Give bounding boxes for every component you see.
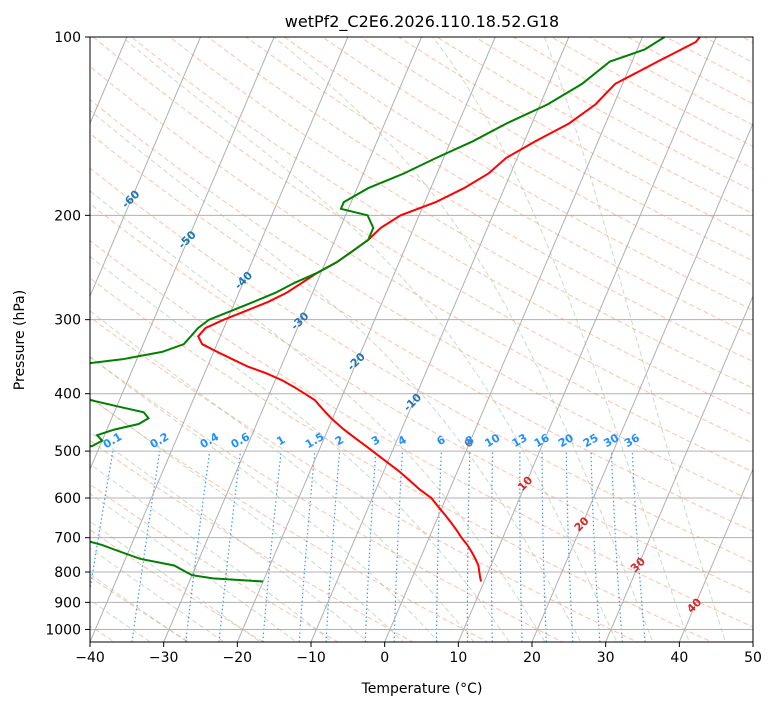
y-tick-label: 700: [54, 531, 81, 547]
moist-adiabat-line: [90, 573, 189, 642]
moist-adiabat-line: [90, 190, 546, 642]
isotherm-line: [90, 37, 201, 298]
x-tick-label: 20: [523, 650, 541, 666]
dry-adiabat-line: [90, 132, 753, 532]
y-tick-label: 200: [54, 208, 81, 224]
chart-title: wetPf2_C2E6.2026.110.18.52.G18: [285, 12, 559, 32]
moist-adiabat-line: [90, 492, 298, 642]
y-tick-label: 1000: [45, 622, 81, 638]
isotherm-line: [90, 37, 275, 471]
y-tick-label: 500: [54, 444, 81, 460]
x-axis-title: Temperature (°C): [361, 681, 483, 697]
x-tick-label: 50: [744, 650, 762, 666]
dry-adiabat-line: [90, 239, 753, 628]
isotherm-line: [531, 122, 753, 642]
y-tick-label: 100: [54, 30, 81, 46]
moist-adiabat-line: [273, 37, 654, 642]
moist-adiabat-line: [121, 37, 618, 642]
y-tick-label: 900: [54, 595, 81, 611]
dry-adiabat-line: [90, 529, 265, 642]
dry-adiabat-line: [131, 37, 753, 416]
dry-adiabat-line: [90, 65, 753, 473]
moist-adiabat-line: [90, 463, 333, 642]
y-tick-label: 300: [54, 313, 81, 329]
x-tick-label: −10: [296, 650, 326, 666]
x-axis: −40 −30 −20 −10 0 10 20 30 40 50: [75, 642, 762, 666]
moist-adiabat-line: [432, 37, 690, 642]
dry-adiabat-line: [92, 37, 753, 444]
x-tick-label: 0: [380, 650, 389, 666]
plot-frame: [89, 36, 754, 643]
x-tick-label: 10: [449, 650, 467, 666]
y-axis: 100 200 300 400 500 600 700 800 900 1000: [45, 30, 90, 638]
isotherm-line: [236, 37, 496, 642]
moist-adiabat-line: [90, 520, 262, 642]
isotherm-line: [163, 37, 422, 642]
moist-adiabat-line: [544, 37, 727, 642]
plot-area: [90, 37, 753, 642]
y-tick-label: 600: [54, 491, 81, 507]
isotherm-line: [310, 37, 570, 642]
isotherm-line: [384, 37, 643, 642]
x-tick-label: 40: [670, 650, 688, 666]
isotherm-line: [605, 295, 753, 642]
isotherm-line: [90, 37, 349, 642]
moist-adiabat-line: [90, 431, 369, 642]
x-tick-label: −20: [223, 650, 253, 666]
x-tick-label: −30: [149, 650, 179, 666]
temperature-profile-line: [197, 37, 701, 582]
x-tick-label: −40: [75, 650, 105, 666]
moist-adiabat-line: [90, 599, 152, 642]
moist-adiabat-line: [90, 255, 510, 642]
y-axis-title: Pressure (hPa): [12, 290, 28, 390]
x-tick-label: 30: [597, 650, 615, 666]
isotherm-line: [457, 37, 717, 642]
moist-adiabat-line: [90, 396, 404, 642]
moist-adiabat-line: [90, 547, 225, 642]
moist-adiabat-line: [90, 109, 582, 642]
isotherm-line: [678, 467, 753, 642]
dry-adiabat-line: [90, 483, 340, 642]
y-tick-label: 800: [54, 565, 81, 581]
moist-adiabat-line: [90, 356, 440, 642]
y-tick-label: 400: [54, 387, 81, 403]
dewpoint-profile-line: [90, 37, 666, 583]
